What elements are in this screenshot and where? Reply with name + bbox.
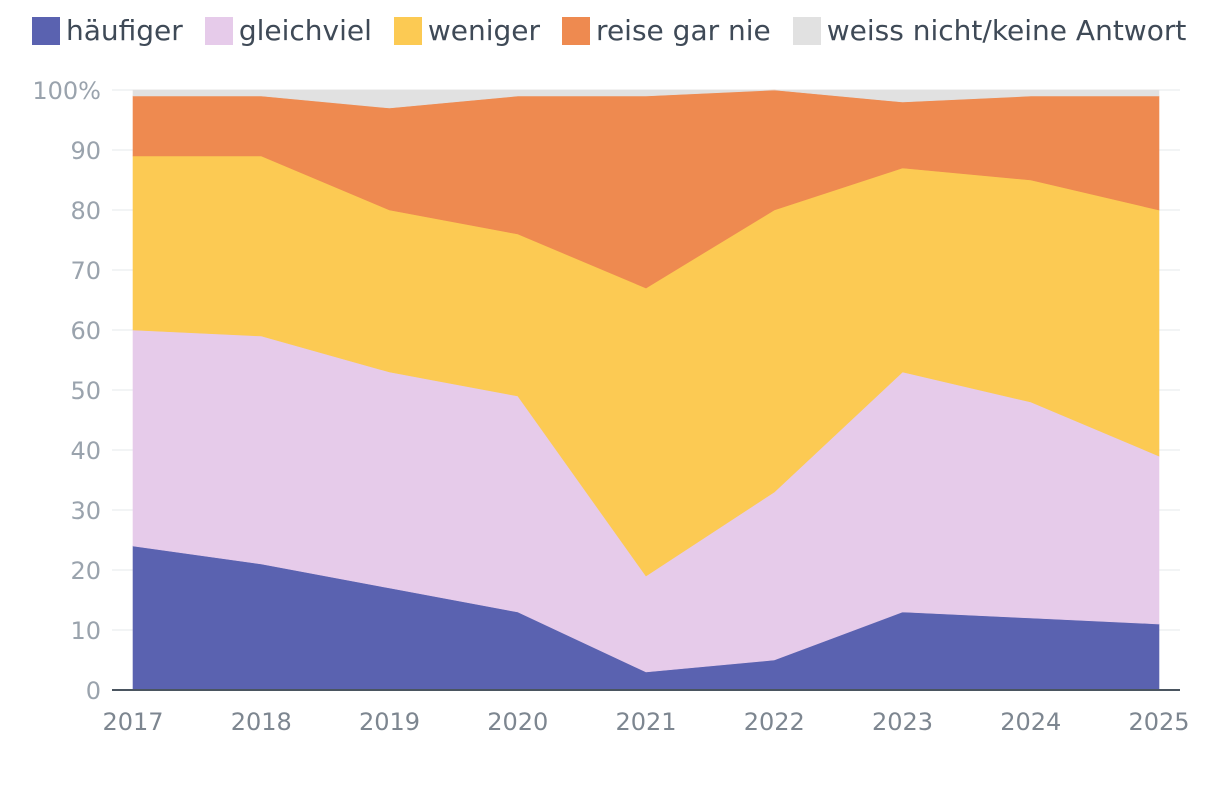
legend-item-weiss-nicht[interactable]: weiss nicht/keine Antwort — [792, 14, 1187, 47]
legend-swatch — [562, 16, 591, 45]
legend-label: gleichviel — [238, 14, 372, 47]
y-tick-label: 90 — [70, 137, 101, 165]
legend-label: häufiger — [66, 14, 183, 47]
y-tick-label: 30 — [70, 497, 101, 525]
legend-swatch — [393, 16, 422, 45]
x-tick-label: 2019 — [359, 708, 420, 736]
legend-label: weniger — [427, 14, 541, 47]
legend: häufiger gleichviel weniger reise gar ni… — [32, 14, 1208, 47]
x-tick-label: 2021 — [615, 708, 676, 736]
y-tick-label: 20 — [70, 557, 101, 585]
legend-swatch — [204, 16, 233, 45]
x-tick-label: 2020 — [487, 708, 548, 736]
y-tick-label: 10 — [70, 617, 101, 645]
y-tick-label: 40 — [70, 437, 101, 465]
y-tick-label: 50 — [70, 377, 101, 405]
legend-swatch — [32, 16, 60, 45]
legend-item-weniger[interactable]: weniger — [393, 14, 541, 47]
y-tick-label: 100% — [32, 77, 101, 105]
x-tick-label: 2025 — [1128, 708, 1189, 736]
y-tick-label: 80 — [70, 197, 101, 225]
legend-item-haeufiger[interactable]: häufiger — [32, 14, 183, 47]
y-tick-label: 0 — [86, 677, 101, 705]
x-tick-label: 2024 — [1000, 708, 1061, 736]
x-tick-label: 2023 — [872, 708, 933, 736]
legend-item-reise-gar-nie[interactable]: reise gar nie — [562, 14, 771, 47]
y-tick-label: 70 — [70, 257, 101, 285]
x-tick-label: 2022 — [744, 708, 805, 736]
legend-item-gleichviel[interactable]: gleichviel — [204, 14, 372, 47]
x-tick-label: 2017 — [102, 708, 163, 736]
legend-label: reise gar nie — [596, 14, 771, 47]
legend-label: weiss nicht/keine Antwort — [826, 14, 1187, 47]
area-series-4[interactable] — [132, 89, 1160, 109]
x-tick-label: 2018 — [231, 708, 292, 736]
legend-swatch — [792, 16, 821, 45]
y-tick-label: 60 — [70, 317, 101, 345]
